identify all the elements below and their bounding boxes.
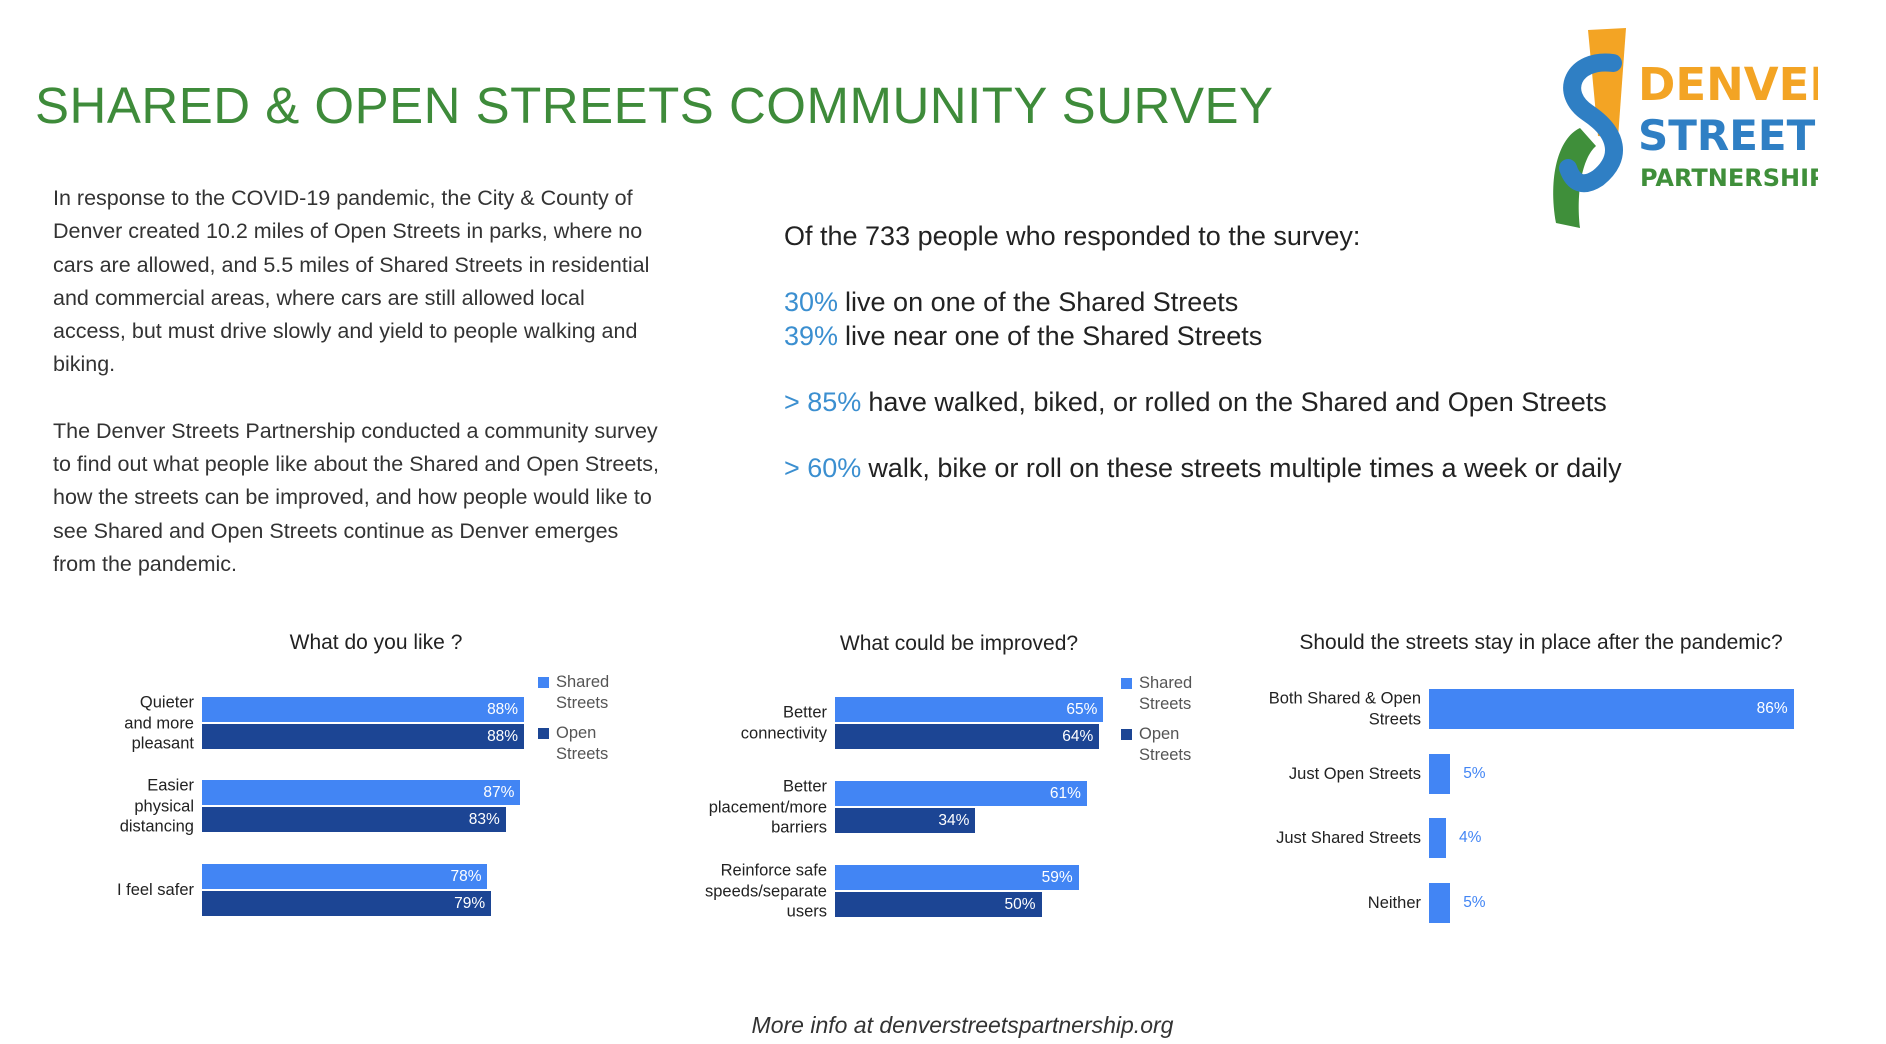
bar xyxy=(202,780,521,805)
stats-lead: Of the 733 people who responded to the s… xyxy=(784,221,1361,251)
bar xyxy=(835,697,1104,722)
bar xyxy=(202,807,506,832)
chart-title: Should the streets stay in place after t… xyxy=(1299,631,1783,654)
stat-line: 39% live near one of the Shared Streets xyxy=(784,320,1262,353)
stats: Of the 733 people who responded to the s… xyxy=(784,220,1622,483)
category-label: Both Shared & Open Streets xyxy=(1268,689,1421,729)
value-label: 88% xyxy=(487,700,519,718)
legend-swatch xyxy=(1121,678,1132,689)
value-label: 87% xyxy=(483,783,515,801)
legend-label: Open Streets xyxy=(556,724,609,763)
category-label: Easier physical distancing xyxy=(119,776,194,836)
bar xyxy=(1429,818,1446,858)
category-label: Better placement/more barriers xyxy=(708,777,827,837)
page-title: SHARED & OPEN STREETS COMMUNITY SURVEY xyxy=(35,77,1274,134)
bar xyxy=(835,808,976,833)
value-label: 4% xyxy=(1458,829,1482,846)
bar xyxy=(202,864,488,889)
bar xyxy=(202,891,492,916)
value-label: 78% xyxy=(450,867,482,885)
legend-swatch xyxy=(538,677,549,688)
value-label: 88% xyxy=(487,727,519,745)
stat-highlight: 39% xyxy=(784,321,839,351)
logo-text: PARTNERSHIP xyxy=(1640,164,1818,192)
category-label: Just Open Streets xyxy=(1288,764,1421,783)
value-label: 59% xyxy=(1041,868,1073,886)
category-label: Quieter and more pleasant xyxy=(124,693,194,753)
value-label: 83% xyxy=(468,810,500,828)
value-label: 64% xyxy=(1062,727,1094,745)
logo-stroke-blue xyxy=(1559,53,1623,193)
bar xyxy=(202,697,525,722)
stat-highlight: 30% xyxy=(784,287,839,317)
value-label: 50% xyxy=(1004,895,1036,913)
stat-text: live near one of the Shared Streets xyxy=(845,321,1263,351)
stat-text: walk, bike or roll on these streets mult… xyxy=(868,453,1622,483)
value-label: 5% xyxy=(1463,765,1486,782)
value-label: 86% xyxy=(1756,700,1788,717)
bar xyxy=(1429,754,1451,794)
stat-line: > 60% walk, bike or roll on these streets… xyxy=(784,452,1622,485)
value-label: 5% xyxy=(1463,894,1486,911)
intro: In response to the COVID-19 pandemic, th… xyxy=(53,182,663,614)
logo-text: DENVER xyxy=(1638,58,1818,111)
category-label: Reinforce safe speeds/separate users xyxy=(704,861,827,921)
bar xyxy=(835,724,1100,749)
bar xyxy=(835,865,1079,890)
stat-text: live on one of the Shared Streets xyxy=(845,287,1239,317)
value-label: 65% xyxy=(1066,700,1098,718)
legend-swatch xyxy=(538,728,549,739)
value-label: 61% xyxy=(1049,784,1081,802)
category-label: Better connectivity xyxy=(740,703,827,743)
chart-title: What do you like ? xyxy=(289,631,463,654)
bar xyxy=(835,892,1042,917)
stat-line: 30% live on one of the Shared Streets xyxy=(784,286,1238,319)
stat-line: > 85% have walked, biked, or rolled on th… xyxy=(784,386,1607,419)
legend-label: Shared Streets xyxy=(1139,674,1193,713)
chart-title: What could be improved? xyxy=(839,632,1079,655)
bar xyxy=(1429,883,1451,923)
footer: More info at denverstreetspartnership.or… xyxy=(751,1012,1174,1038)
paragraph: In response to the COVID-19 pandemic, th… xyxy=(53,186,650,377)
value-label: 34% xyxy=(938,811,970,829)
category-label: Just Shared Streets xyxy=(1276,828,1421,847)
legend-label: Open Streets xyxy=(1139,725,1192,764)
stat-highlight: > 85% xyxy=(784,387,862,417)
bar xyxy=(202,724,525,749)
legend-swatch xyxy=(1121,729,1132,740)
category-label: Neither xyxy=(1367,893,1421,912)
category-label: I feel safer xyxy=(116,880,194,899)
bar xyxy=(1429,689,1794,729)
stat-highlight: > 60% xyxy=(784,453,862,483)
paragraph: The Denver Streets Partnership conducted… xyxy=(53,418,659,576)
legend-label: Shared Streets xyxy=(556,673,610,712)
stat-text: have walked, biked, or rolled on the Sha… xyxy=(868,387,1607,417)
logo-text: STREETS xyxy=(1638,111,1818,160)
logo: DENVER STREETS PARTNERSHIP xyxy=(1553,28,1818,228)
bar xyxy=(835,781,1087,806)
value-label: 79% xyxy=(454,894,486,912)
